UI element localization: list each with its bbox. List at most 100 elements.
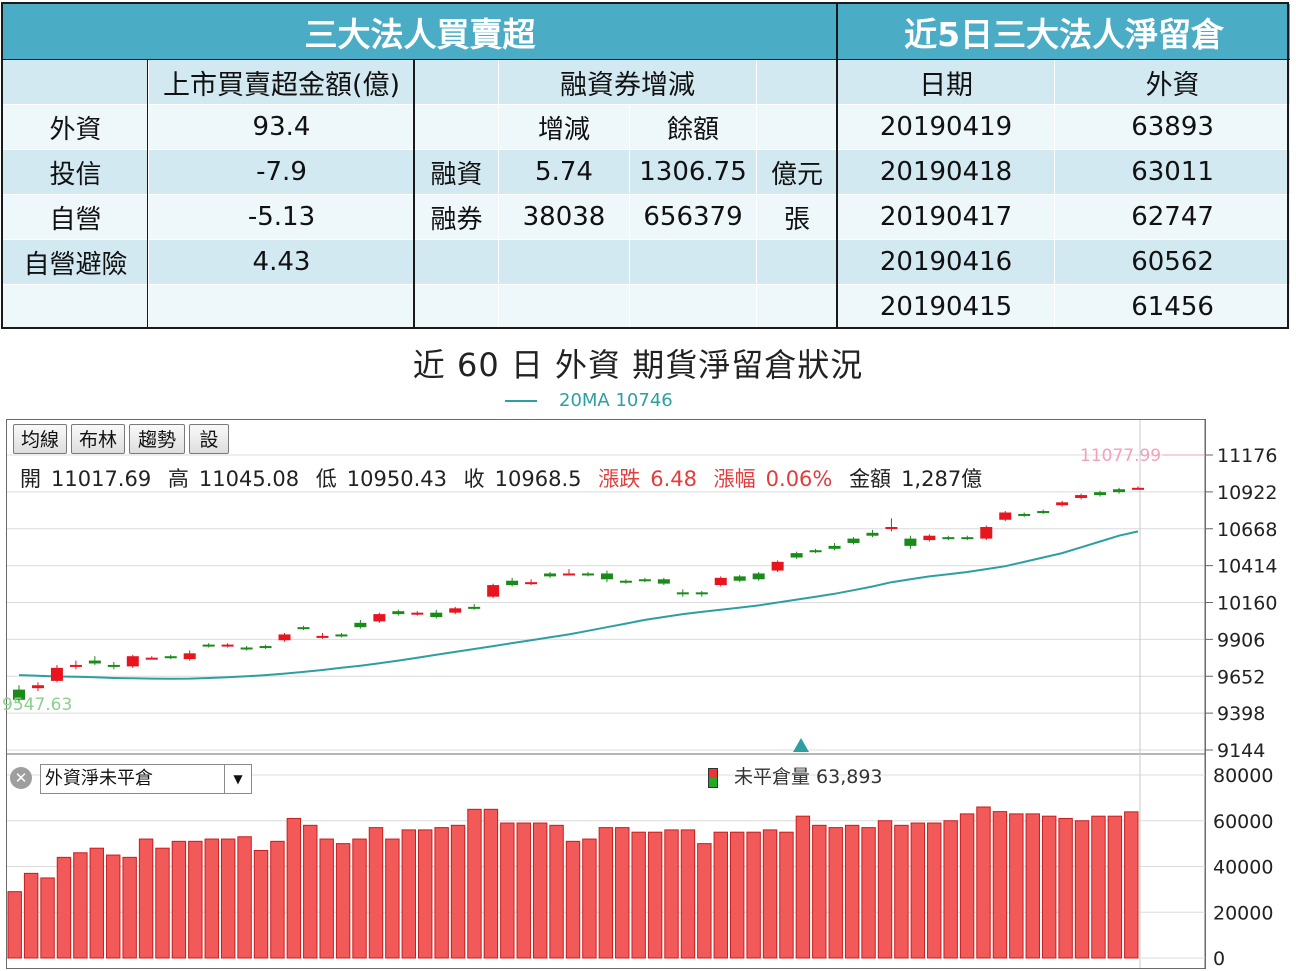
candle-body [581, 573, 594, 576]
blank-cell [414, 284, 499, 330]
y-tick-label: 80000 [1213, 765, 1273, 787]
blank-cell [498, 239, 630, 285]
oi-bar [877, 820, 893, 959]
margin-unit: 億元 [755, 149, 839, 195]
table-divider [2, 59, 1290, 60]
candle-body [600, 573, 613, 580]
candle-body [411, 612, 424, 615]
y-tick-label: 9144 [1217, 740, 1265, 762]
margin-name: 融券 [414, 194, 499, 240]
candle-body [752, 573, 765, 580]
candle-body [1075, 495, 1088, 498]
candle-body [335, 634, 348, 637]
candle-body [525, 582, 538, 585]
candle-body [771, 561, 784, 571]
investor-value: 93.4 [148, 104, 415, 150]
candle-body [1018, 513, 1031, 516]
candle-body [904, 538, 917, 546]
candle-body [809, 550, 822, 553]
oi-bar [204, 838, 219, 959]
chevron-down-icon[interactable]: ▼ [224, 765, 251, 793]
candle-body [942, 537, 955, 540]
close-value: 10968.5 [494, 467, 582, 491]
oi-bar [631, 831, 646, 959]
candle-body [563, 573, 576, 576]
oi-bar [73, 852, 88, 959]
oi-bar [56, 856, 72, 959]
oi-bar [894, 824, 909, 959]
candle-body [183, 653, 196, 660]
investor-name: 自營避險 [2, 239, 149, 285]
candle-body [866, 532, 879, 536]
position-value: 62747 [1054, 194, 1292, 240]
investor-name: 投信 [2, 149, 149, 195]
ma-legend-line [505, 400, 537, 402]
min-price-label: 9547.63 [2, 695, 72, 715]
oi-bar [927, 822, 942, 959]
oi-bar [1124, 811, 1139, 959]
oi-bar [253, 849, 269, 959]
max-price-label: 11077.99 [1080, 446, 1161, 466]
oi-legend: 未平倉量 63,893 [708, 762, 883, 789]
balance-column-header: 餘額 [629, 104, 757, 150]
oi-bar [598, 827, 614, 959]
y-tick-label: 60000 [1213, 811, 1273, 833]
oi-bar [1041, 815, 1057, 959]
blank-cell [414, 239, 499, 285]
candle-body [1056, 502, 1069, 506]
candle-body [221, 644, 234, 647]
candle-body [1132, 487, 1144, 490]
y-tick-label: 0 [1213, 948, 1225, 970]
oi-bar [368, 827, 384, 959]
close-icon[interactable]: ✕ [10, 767, 32, 789]
position-date: 20190416 [837, 239, 1056, 285]
candle-body [506, 580, 519, 586]
oi-bar [713, 831, 728, 959]
pct-label: 漲幅 [713, 467, 756, 491]
oi-bar [565, 840, 581, 959]
trend-button[interactable]: 趨勢 [129, 424, 185, 454]
indicator-select[interactable]: 外資淨未平倉 ▼ [40, 764, 252, 794]
candle-body [145, 657, 158, 660]
y-tick-label: 9906 [1217, 629, 1265, 651]
candle-body [619, 580, 632, 583]
oi-bar [122, 856, 137, 959]
position-value: 63011 [1054, 149, 1292, 195]
oi-bar [237, 836, 252, 959]
oi-bar [976, 806, 991, 959]
candle-body [544, 573, 557, 577]
candle-body [790, 553, 803, 558]
candle-body [828, 545, 841, 549]
candle-body [240, 647, 253, 650]
candle-body [714, 577, 727, 586]
oi-legend-icon [708, 767, 718, 788]
blank-cell [629, 239, 757, 285]
pct-value: 0.06% [765, 467, 833, 491]
candle-body [468, 606, 481, 609]
position-date: 20190419 [837, 104, 1056, 150]
candle-body [373, 614, 386, 622]
foreign-institutional-header: 三大法人買賣超 [1, 3, 839, 60]
ma-button[interactable]: 均線 [13, 424, 67, 454]
position-value: 63893 [1054, 104, 1292, 150]
blank-cell [498, 284, 630, 330]
oi-bar [729, 831, 745, 959]
candle-body [657, 579, 670, 584]
oi-bar [138, 838, 154, 959]
oi-bar [992, 811, 1008, 959]
settings-button[interactable]: 設 [189, 424, 229, 454]
indicator-select-value: 外資淨未平倉 [45, 768, 153, 789]
oi-bar [943, 820, 958, 959]
oi-bar [746, 831, 761, 959]
position-date: 20190418 [837, 149, 1056, 195]
blank-cell [414, 59, 499, 105]
high-value: 11045.08 [198, 467, 300, 491]
investor-name: 自營 [2, 194, 149, 240]
candle-body [885, 527, 898, 530]
oi-bar [270, 840, 285, 959]
margin-name: 融資 [414, 149, 499, 195]
candle-body [980, 527, 993, 539]
change-label: 漲跌 [598, 467, 641, 491]
bollinger-button[interactable]: 布林 [71, 424, 125, 454]
